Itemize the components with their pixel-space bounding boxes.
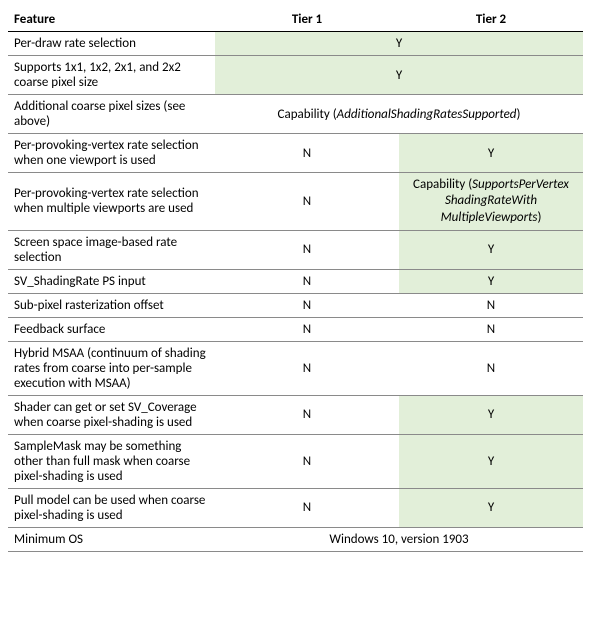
feature-cell: Per-provoking-vertex rate selection when… (8, 134, 215, 173)
table-cell: Y (399, 230, 583, 269)
table-cell: N (399, 341, 583, 395)
table-cell: Capability (AdditionalShadingRatesSuppor… (215, 95, 583, 134)
feature-cell: Hybrid MSAA (continuum of shading rates … (8, 341, 215, 395)
feature-cell: Shader can get or set SV_Coverage when c… (8, 395, 215, 434)
feature-cell: SV_ShadingRate PS input (8, 269, 215, 293)
table-cell: N (215, 434, 399, 488)
table-cell: N (215, 395, 399, 434)
table-cell: Y (399, 434, 583, 488)
feature-cell: Screen space image-based rate selection (8, 230, 215, 269)
table-row: Minimum OSWindows 10, version 1903 (8, 527, 583, 551)
table-row: Per-provoking-vertex rate selection when… (8, 134, 583, 173)
table-cell: N (215, 488, 399, 527)
table-cell: Windows 10, version 1903 (215, 527, 583, 551)
table-row: Feedback surfaceNN (8, 317, 583, 341)
table-row: Per-draw rate selectionY (8, 32, 583, 56)
feature-tier-table: Feature Tier 1 Tier 2 Per-draw rate sele… (8, 8, 583, 552)
feature-cell: SampleMask may be something other than f… (8, 434, 215, 488)
col-tier1: Tier 1 (215, 8, 399, 32)
table-row: Shader can get or set SV_Coverage when c… (8, 395, 583, 434)
table-row: Pull model can be used when coarse pixel… (8, 488, 583, 527)
table-row: Screen space image-based rate selectionN… (8, 230, 583, 269)
table-row: Hybrid MSAA (continuum of shading rates … (8, 341, 583, 395)
table-cell: N (399, 293, 583, 317)
feature-cell: Minimum OS (8, 527, 215, 551)
table-row: SV_ShadingRate PS inputNY (8, 269, 583, 293)
table-cell: N (215, 230, 399, 269)
feature-cell: Additional coarse pixel sizes (see above… (8, 95, 215, 134)
table-header-row: Feature Tier 1 Tier 2 (8, 8, 583, 32)
table-cell: N (215, 134, 399, 173)
table-cell: Capability (SupportsPerVertexShadingRate… (399, 173, 583, 231)
table-row: SampleMask may be something other than f… (8, 434, 583, 488)
feature-cell: Pull model can be used when coarse pixel… (8, 488, 215, 527)
table-cell: N (215, 293, 399, 317)
table-cell: Y (399, 488, 583, 527)
feature-cell: Per-draw rate selection (8, 32, 215, 56)
col-feature: Feature (8, 8, 215, 32)
feature-cell: Supports 1x1, 1x2, 2x1, and 2x2 coarse p… (8, 56, 215, 95)
table-cell: Y (215, 32, 583, 56)
table-cell: N (215, 173, 399, 231)
table-cell: Y (399, 269, 583, 293)
table-cell: N (215, 269, 399, 293)
table-cell: N (215, 341, 399, 395)
table-cell: N (399, 317, 583, 341)
table-cell: Y (399, 395, 583, 434)
table-body: Per-draw rate selectionYSupports 1x1, 1x… (8, 32, 583, 552)
col-tier2: Tier 2 (399, 8, 583, 32)
table-row: Supports 1x1, 1x2, 2x1, and 2x2 coarse p… (8, 56, 583, 95)
table-cell: N (215, 317, 399, 341)
table-row: Sub-pixel rasterization offsetNN (8, 293, 583, 317)
table-row: Per-provoking-vertex rate selection when… (8, 173, 583, 231)
table-cell: Y (399, 134, 583, 173)
table-cell: Y (215, 56, 583, 95)
table-row: Additional coarse pixel sizes (see above… (8, 95, 583, 134)
feature-cell: Per-provoking-vertex rate selection when… (8, 173, 215, 231)
feature-cell: Feedback surface (8, 317, 215, 341)
feature-cell: Sub-pixel rasterization offset (8, 293, 215, 317)
